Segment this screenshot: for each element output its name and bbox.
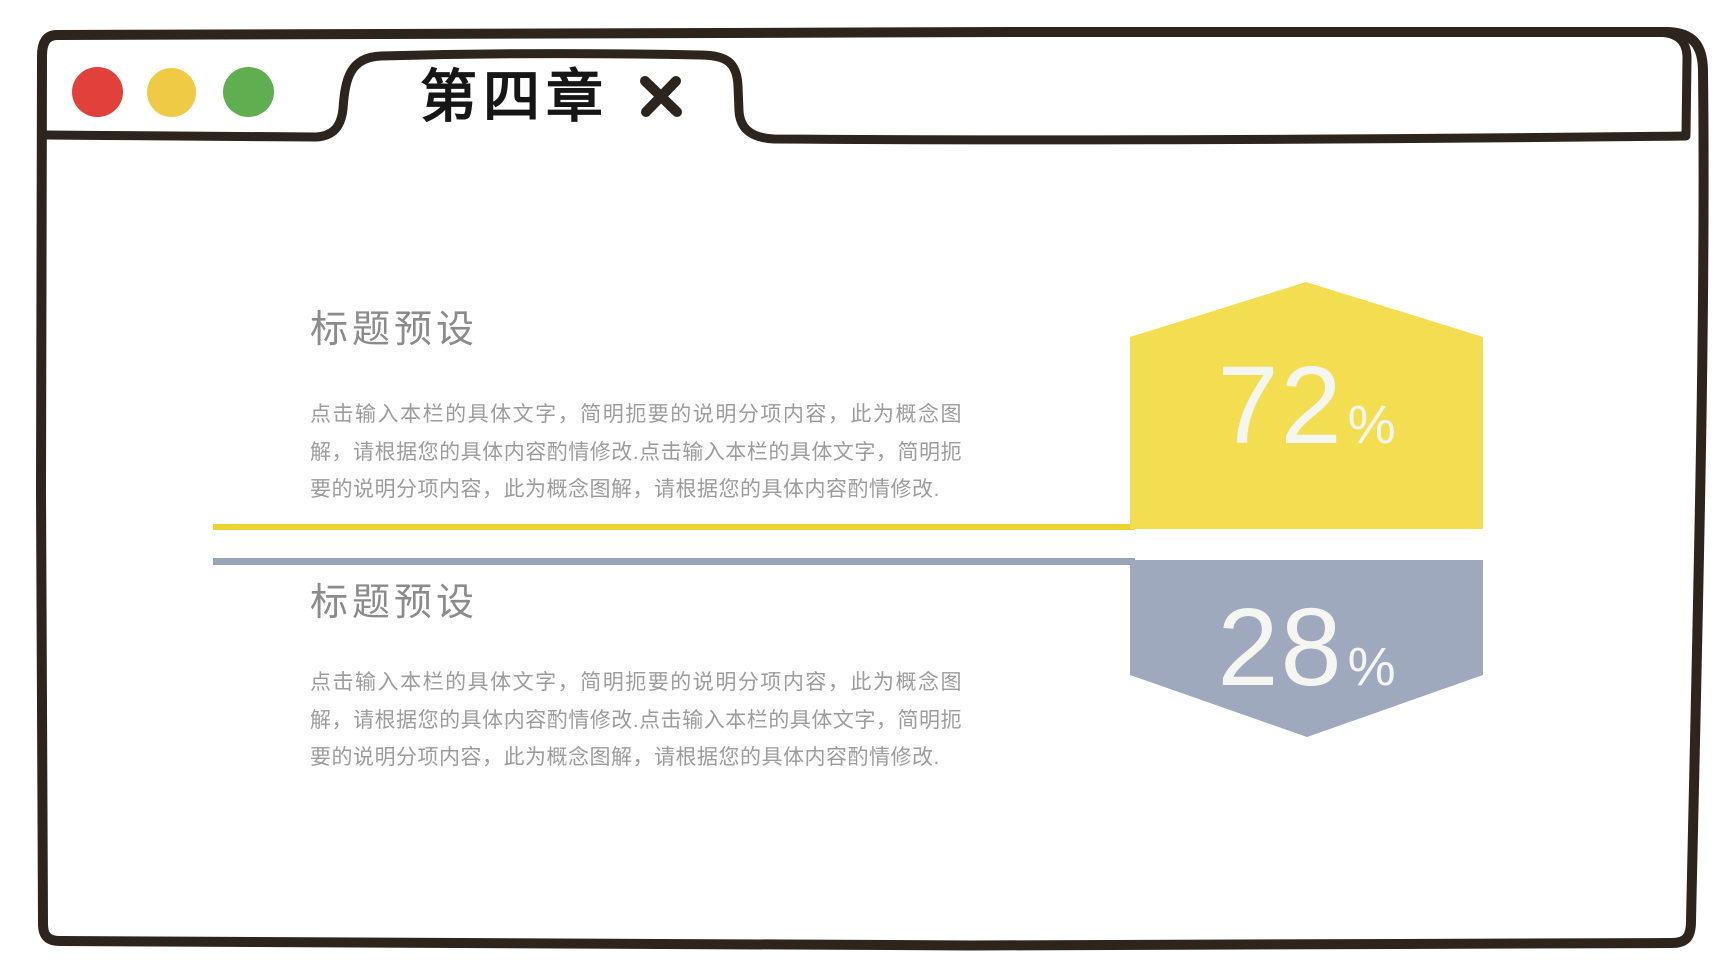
badge-shape-gray [1130, 560, 1483, 737]
section1-body: 点击输入本栏的具体文字，简明扼要的说明分项内容，此为概念图解，请根据您的具体内容… [310, 403, 962, 502]
window-border-overshoot [1650, 27, 1692, 139]
percentage-value-2: 28% [1130, 593, 1483, 703]
section2-accent-rule [213, 558, 1135, 565]
traffic-light-red[interactable] [72, 67, 123, 117]
percentage-number: 28 [1217, 586, 1344, 709]
close-icon[interactable] [640, 76, 682, 117]
section1-accent-rule [213, 524, 1135, 530]
section2-heading: 标题预设 [310, 582, 479, 624]
window-border [36, 26, 1709, 951]
percent-sign: % [1347, 395, 1396, 455]
section2-body: 点击输入本栏的具体文字，简明扼要的说明分项内容，此为概念图解，请根据您的具体内容… [310, 671, 962, 770]
percent-sign: % [1347, 637, 1396, 697]
percentage-value-1: 72% [1130, 351, 1483, 461]
traffic-light-green[interactable] [223, 67, 274, 117]
section1-heading: 标题预设 [310, 309, 479, 351]
traffic-light-yellow[interactable] [147, 68, 196, 117]
tab-outline[interactable] [41, 49, 1691, 145]
tab-chapter-title[interactable]: 第四章 [420, 65, 609, 129]
percentage-number: 72 [1217, 344, 1344, 467]
badge-shape-yellow [1130, 282, 1483, 529]
